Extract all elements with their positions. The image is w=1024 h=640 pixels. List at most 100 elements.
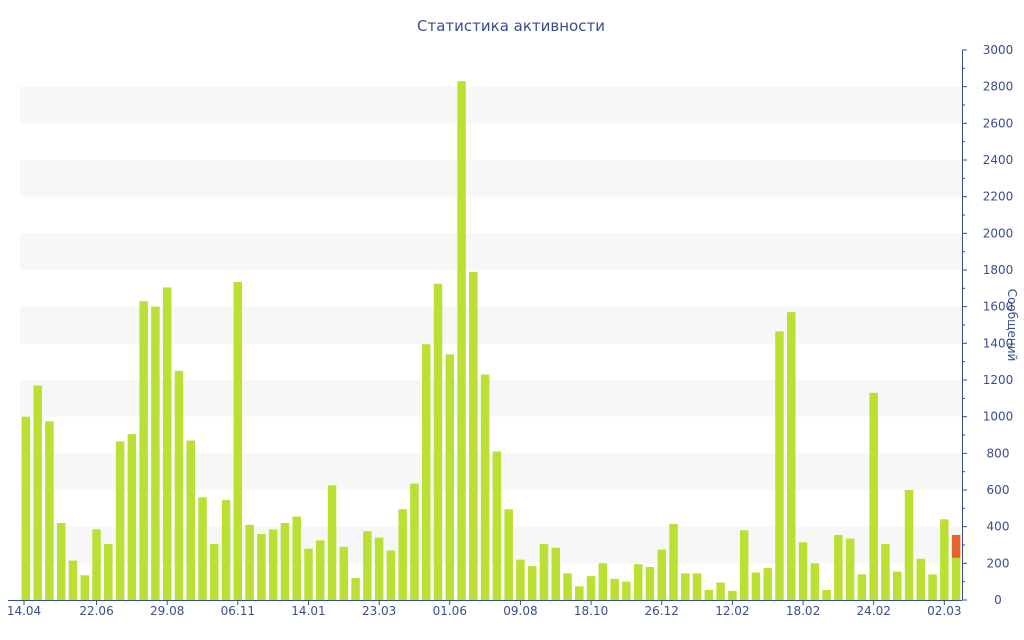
bar [45, 421, 54, 600]
x-axis: 14.04 22.06 29.08 06.11 14.01 23.03 01.06 09.08… [7, 600, 962, 618]
bar [56, 523, 66, 600]
bar [80, 575, 90, 600]
bar [316, 540, 325, 600]
bar [186, 440, 195, 600]
bar [504, 509, 513, 600]
x-tick-label: 02.03 [927, 604, 961, 618]
x-tick-label: 12.02 [715, 604, 749, 618]
y-tick-label: 1200 [983, 373, 1014, 387]
bar [610, 578, 619, 600]
bar [351, 578, 360, 600]
grid-band [20, 380, 962, 417]
bar [834, 534, 843, 600]
x-tick-label: 18.02 [786, 604, 820, 618]
bar [457, 81, 466, 600]
bar [751, 572, 761, 600]
x-tick-label: 06.11 [221, 604, 255, 618]
x-tick-label: 18.10 [574, 604, 608, 618]
x-tick-label: 14.04 [7, 604, 41, 618]
x-tick-label: 14.01 [291, 604, 325, 618]
y-tick-label: 600 [987, 483, 1010, 497]
bar [198, 497, 207, 600]
y-axis-title: Сообщений [1005, 289, 1019, 362]
bar [692, 573, 702, 600]
bar [151, 306, 160, 600]
bar [327, 485, 337, 600]
bar [904, 490, 914, 600]
bar [928, 574, 937, 600]
bar [551, 547, 561, 600]
bar [280, 523, 290, 600]
bar [421, 344, 431, 600]
y-tick-label: 1400 [983, 336, 1014, 350]
grid-band [20, 306, 962, 344]
bar [633, 564, 643, 600]
grid-band [20, 453, 962, 490]
bar-highlight [951, 534, 961, 558]
bar [469, 271, 478, 600]
y-tick-label: 1800 [983, 263, 1014, 277]
y-tick-label: 2400 [983, 153, 1014, 167]
bar [857, 574, 867, 600]
y-tick-label: 800 [987, 446, 1010, 460]
bar [398, 509, 407, 600]
bar [221, 500, 231, 600]
grid-bands [20, 86, 962, 564]
bar [162, 287, 172, 600]
bar [257, 534, 266, 600]
bar [775, 331, 784, 600]
bar [763, 567, 772, 600]
x-tick-label: 24.02 [857, 604, 891, 618]
bar [516, 559, 525, 600]
bar [480, 374, 490, 600]
bar [292, 516, 301, 600]
y-tick-label: 2200 [983, 190, 1014, 204]
bar [492, 451, 502, 600]
bar [433, 283, 443, 600]
y-tick-label: 200 [987, 556, 1010, 570]
x-tick-label: 29.08 [150, 604, 184, 618]
bar [916, 558, 926, 600]
bar [739, 530, 749, 600]
y-tick-label: 3000 [983, 43, 1014, 57]
bars [21, 81, 961, 600]
bar [657, 549, 666, 600]
bar [716, 582, 725, 600]
bar [410, 483, 419, 600]
bar [598, 563, 608, 600]
bar [622, 581, 631, 600]
grid-band [20, 526, 962, 564]
bar [822, 589, 831, 600]
bar [233, 281, 243, 600]
bar [374, 537, 384, 600]
x-tick-label: 22.06 [79, 604, 113, 618]
bar [704, 589, 714, 600]
x-tick-label: 26.12 [645, 604, 679, 618]
bar [787, 312, 796, 600]
bar [115, 441, 125, 600]
grid-band [20, 86, 962, 124]
bar [575, 586, 584, 600]
bar [104, 544, 113, 600]
bar [339, 546, 349, 600]
bar [445, 354, 455, 600]
bar [669, 523, 678, 600]
y-tick-label: 1000 [983, 410, 1014, 424]
bar [268, 529, 278, 600]
x-tick-label: 23.03 [362, 604, 396, 618]
bar [92, 529, 101, 600]
bar [810, 563, 820, 600]
y-tick-label: 1600 [983, 300, 1014, 314]
bar [527, 566, 537, 600]
grid-band [20, 160, 962, 197]
bar [174, 370, 184, 600]
bar [728, 590, 737, 600]
bar [139, 301, 148, 600]
chart-title: Статистика активности [417, 17, 605, 35]
bar [304, 548, 313, 600]
bar [951, 557, 961, 600]
bar [210, 544, 219, 600]
y-tick-label: 0 [994, 593, 1002, 607]
bar [881, 544, 890, 600]
